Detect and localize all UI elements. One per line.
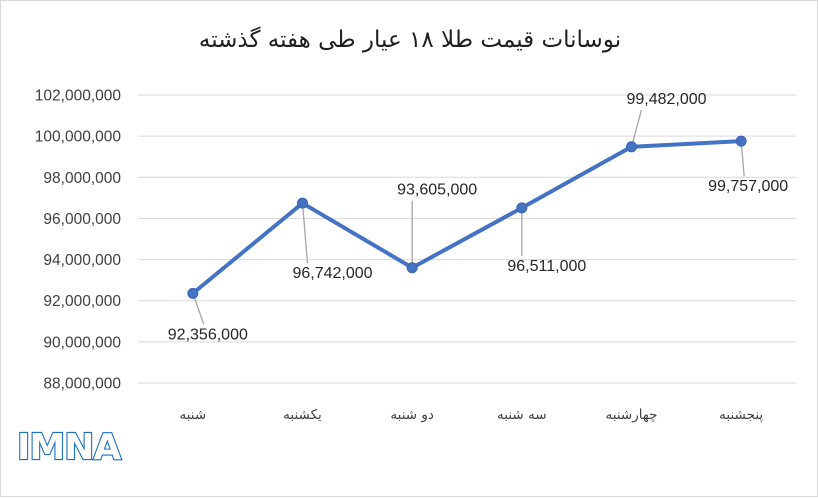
data-point — [626, 141, 637, 153]
y-tick-label: 90,000,000 — [43, 334, 121, 351]
data-point — [406, 262, 418, 274]
data-label: 96,511,000 — [507, 258, 586, 275]
y-axis-tick-labels: 88,000,000 90,000,000 92,000,000 94,000,000… — [35, 88, 122, 393]
data-points — [187, 135, 747, 299]
y-tick-label: 98,000,000 — [43, 170, 121, 187]
data-label-leader — [630, 109, 643, 147]
y-tick-label: 88,000,000 — [43, 376, 121, 393]
series-line — [190, 139, 744, 296]
y-tick-label: 96,000,000 — [43, 211, 121, 228]
data-label-leaders — [192, 109, 745, 325]
x-axis-tick-labels: شنبه یکشنبه دو شنبه سه شنبه چهارشنبه پنجشنبه — [179, 407, 763, 423]
data-point — [735, 135, 747, 147]
y-tick-label: 92,000,000 — [43, 293, 121, 310]
data-label: 93,605,000 — [397, 182, 477, 199]
data-label: 99,757,000 — [708, 178, 788, 195]
y-tick-label: 94,000,000 — [43, 252, 121, 269]
data-label-leader — [301, 203, 309, 264]
data-point — [516, 202, 528, 214]
chart-title: نوسانات قیمت طلا ۱۸ عیار طی هفته گذشته — [198, 27, 622, 53]
y-tick-label: 100,000,000 — [35, 129, 122, 146]
x-tick-label: چهارشنبه — [606, 407, 658, 423]
data-label: 96,742,000 — [292, 265, 372, 282]
grid-lines — [138, 94, 796, 384]
data-labels: 92,356,000 96,742,000 93,605,000 96,511,000… — [168, 91, 789, 344]
x-tick-label: پنجشنبه — [719, 407, 763, 423]
imna-logo-text: IMNA — [17, 427, 121, 468]
data-label-leader — [740, 141, 745, 177]
data-label: 92,356,000 — [168, 326, 248, 343]
y-tick-label: 102,000,000 — [35, 88, 122, 105]
data-point — [187, 287, 199, 299]
x-tick-label: یکشنبه — [283, 407, 322, 423]
x-tick-label: سه شنبه — [497, 407, 547, 423]
x-tick-label: شنبه — [179, 407, 206, 423]
imna-logo: IMNA — [16, 426, 124, 469]
data-point — [297, 197, 308, 209]
data-label: 99,482,000 — [626, 91, 706, 108]
series-line-path — [190, 139, 744, 296]
x-tick-label: دو شنبه — [390, 407, 434, 423]
